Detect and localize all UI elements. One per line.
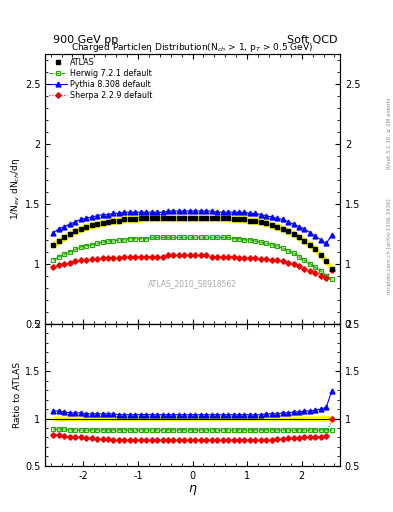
Y-axis label: Ratio to ATLAS: Ratio to ATLAS <box>13 362 22 428</box>
Herwig 7.2.1 default <box>237 236 241 242</box>
Pythia 8.308 default <box>324 240 329 246</box>
Herwig 7.2.1 default <box>187 234 192 241</box>
Pythia 8.308 default <box>187 208 192 214</box>
Pythia 8.308 default <box>166 208 171 214</box>
Pythia 8.308 default <box>51 229 56 236</box>
Line: Sherpa 2.2.9 default: Sherpa 2.2.9 default <box>51 253 334 280</box>
ATLAS <box>313 246 318 252</box>
Title: Charged Particleη Distribution(N$_{ch}$ > 1, p$_{T}$ > 0.5 GeV): Charged Particleη Distribution(N$_{ch}$ … <box>72 41 314 54</box>
ATLAS <box>187 215 192 221</box>
Herwig 7.2.1 default <box>149 234 154 241</box>
Herwig 7.2.1 default <box>73 246 77 252</box>
Pythia 8.308 default <box>149 209 154 215</box>
Sherpa 2.2.9 default <box>204 252 209 259</box>
Pythia 8.308 default <box>226 209 230 215</box>
Text: mcplots.cern.ch [arXiv:1306.3436]: mcplots.cern.ch [arXiv:1306.3436] <box>387 198 392 293</box>
Herwig 7.2.1 default <box>226 234 230 241</box>
Text: ATLAS_2010_S8918562: ATLAS_2010_S8918562 <box>148 279 237 288</box>
ATLAS <box>329 266 334 272</box>
Pythia 8.308 default <box>237 209 241 215</box>
Sherpa 2.2.9 default <box>187 252 192 259</box>
Text: Soft QCD: Soft QCD <box>288 35 338 45</box>
Pythia 8.308 default <box>204 208 209 214</box>
Pythia 8.308 default <box>73 219 77 225</box>
ATLAS <box>138 215 143 221</box>
Legend: ATLAS, Herwig 7.2.1 default, Pythia 8.308 default, Sherpa 2.2.9 default: ATLAS, Herwig 7.2.1 default, Pythia 8.30… <box>48 56 154 101</box>
ATLAS <box>73 228 77 234</box>
X-axis label: η: η <box>189 482 196 495</box>
Sherpa 2.2.9 default <box>324 275 329 281</box>
Text: 900 GeV pp: 900 GeV pp <box>53 35 118 45</box>
ATLAS <box>226 215 230 221</box>
Sherpa 2.2.9 default <box>166 252 171 259</box>
ATLAS <box>155 215 160 221</box>
Sherpa 2.2.9 default <box>237 254 241 261</box>
Line: Pythia 8.308 default: Pythia 8.308 default <box>51 208 334 246</box>
Herwig 7.2.1 default <box>155 234 160 241</box>
Sherpa 2.2.9 default <box>73 259 77 265</box>
Sherpa 2.2.9 default <box>329 267 334 273</box>
ATLAS <box>237 216 241 222</box>
Line: Herwig 7.2.1 default: Herwig 7.2.1 default <box>51 235 334 282</box>
Sherpa 2.2.9 default <box>226 253 230 260</box>
ATLAS <box>51 242 56 248</box>
Herwig 7.2.1 default <box>51 257 56 263</box>
Sherpa 2.2.9 default <box>149 253 154 260</box>
Herwig 7.2.1 default <box>313 264 318 270</box>
Text: Rivet 3.1.10, ≥ 2M events: Rivet 3.1.10, ≥ 2M events <box>387 97 392 169</box>
Sherpa 2.2.9 default <box>51 264 56 270</box>
Pythia 8.308 default <box>329 232 334 238</box>
Y-axis label: 1/N$_{ev}$ dN$_{ch}$/dη: 1/N$_{ev}$ dN$_{ch}$/dη <box>9 158 22 220</box>
Herwig 7.2.1 default <box>329 276 334 283</box>
Line: ATLAS: ATLAS <box>51 216 334 271</box>
